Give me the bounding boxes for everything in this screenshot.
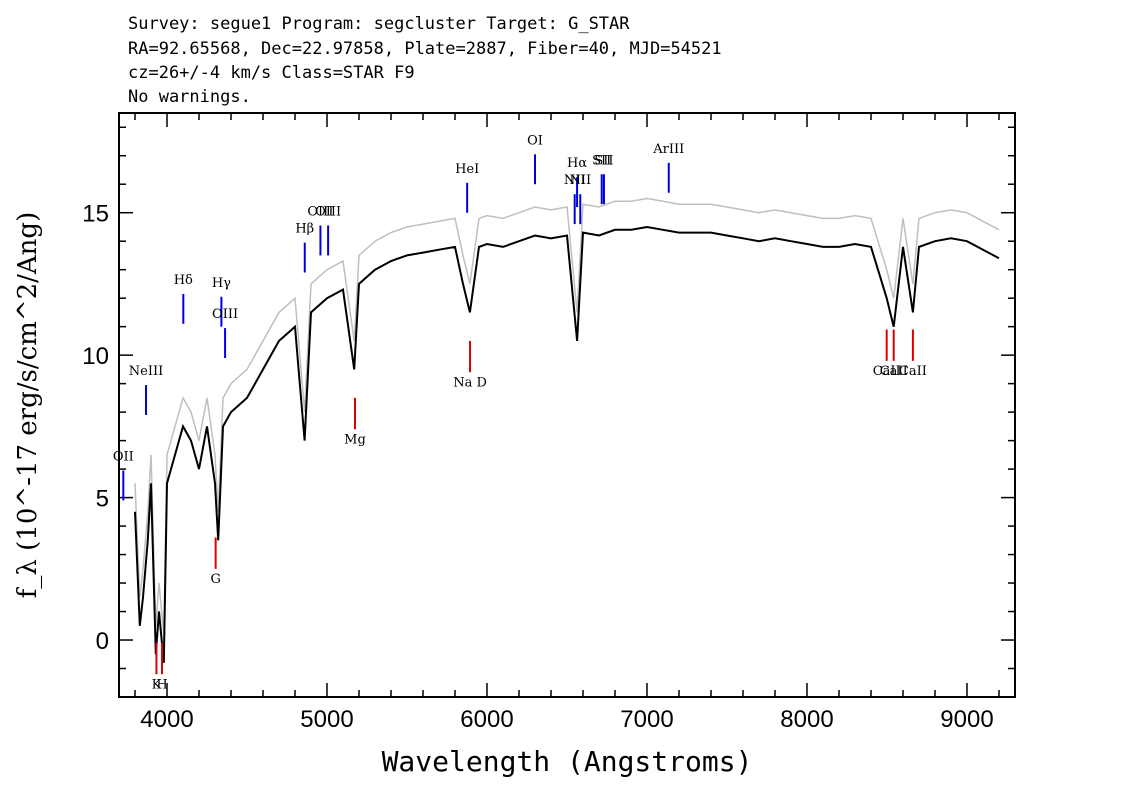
y-tick-label: 10 [82, 343, 109, 370]
emission-line-label: NeIII [129, 364, 163, 379]
absorption-line-label: H [156, 677, 167, 692]
x-axis-title: Wavelength (Angstroms) [381, 745, 753, 778]
emission-line-label: SII [594, 153, 613, 168]
emission-line-label: OIII [307, 205, 333, 220]
emission-line-label: HeI [455, 162, 479, 177]
absorption-line-label: Na D [453, 375, 487, 390]
header-redshift-line: cz=26+/-4 km/s Class=STAR F9 [128, 63, 415, 83]
emission-line-label: Hγ [212, 276, 231, 291]
y-axis-title: f_λ (10^-17 erg/s/cm^2/Ang) [13, 211, 43, 599]
header-position-line: RA=92.65568, Dec=22.97858, Plate=2887, F… [128, 39, 722, 59]
emission-line-label: OI [527, 133, 543, 148]
y-tick-label: 15 [82, 201, 109, 228]
x-tick-label: 9000 [940, 706, 993, 733]
series-line [134, 197, 1000, 635]
emission-line-label: Hα [567, 156, 587, 171]
y-tick-label: 0 [96, 628, 109, 655]
emission-line-label: Hβ [295, 222, 314, 237]
absorption-line-label: CaII [880, 364, 908, 379]
emission-line-label: ArIII [652, 142, 684, 157]
emission-line-label: NII [569, 173, 591, 188]
x-tick-label: 4000 [140, 706, 193, 733]
emission-line-label: OIII [315, 205, 341, 220]
series-line [134, 225, 1000, 663]
emission-line-label: Hδ [174, 273, 193, 288]
absorption-line-label: CaII [899, 364, 927, 379]
absorption-line-label: K [152, 677, 162, 692]
plot-frame [118, 112, 1016, 698]
x-tick-label: 7000 [620, 706, 673, 733]
y-tick-label: 5 [96, 486, 109, 513]
x-tick-label: 5000 [300, 706, 353, 733]
emission-line-label: SII [592, 153, 611, 168]
absorption-line-label: Mg [344, 432, 366, 447]
emission-line-label: OIII [212, 307, 238, 322]
absorption-line-label: CaII [873, 364, 901, 379]
header-survey-line: Survey: segue1 Program: segcluster Targe… [128, 14, 630, 34]
x-tick-label: 6000 [460, 706, 513, 733]
emission-line-label: NII [564, 173, 586, 188]
emission-line-label: OII [113, 450, 134, 465]
x-tick-label: 8000 [780, 706, 833, 733]
absorption-line-label: G [210, 572, 220, 587]
header-warnings-line: No warnings. [128, 87, 251, 107]
